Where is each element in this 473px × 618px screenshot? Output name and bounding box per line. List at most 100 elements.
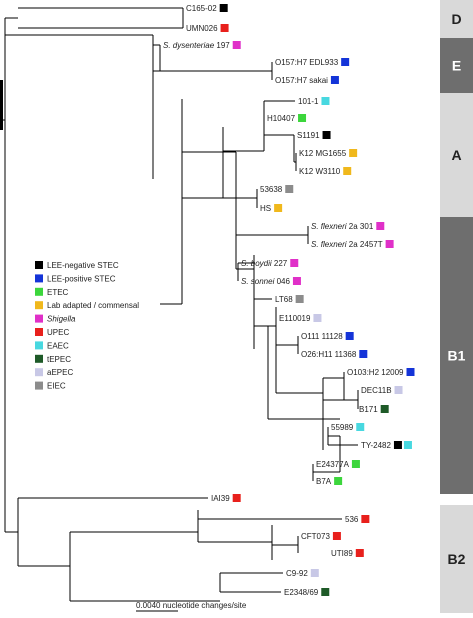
- group-band-a: [440, 93, 473, 217]
- leaf-marker-o111: [345, 332, 354, 340]
- legend-item-label: Shigella: [47, 315, 76, 324]
- legend: LEE-negative STEC LEE-positive STEC ETEC La…: [35, 261, 139, 391]
- leaf-label-ty2482: TY-2482: [361, 441, 392, 450]
- leaf-label-hs: HS: [260, 204, 271, 213]
- legend-swatch: [35, 354, 43, 363]
- leaf-label-l53638: 53638: [260, 185, 283, 194]
- leaf-label-c992: C9-92: [286, 569, 308, 578]
- leaf-label-h10407: H10407: [267, 114, 296, 123]
- legend-item-label: EAEC: [47, 341, 69, 350]
- legend-item-label: Lab adapted / commensal: [47, 301, 139, 310]
- leaf-marker-sson: [292, 277, 301, 285]
- legend-item-label: EIEC: [47, 382, 66, 391]
- leaf-marker-iai39: [232, 494, 241, 502]
- legend-item-label: LEE-negative STEC: [47, 261, 119, 270]
- group-band-e: [440, 38, 473, 93]
- legend-swatch: [35, 274, 43, 283]
- leaf-marker-b7a: [334, 477, 343, 485]
- legend-swatch: [35, 368, 43, 377]
- legend-swatch: [35, 328, 43, 336]
- leaf-marker-hs: [274, 204, 283, 212]
- legend-swatch: [35, 341, 43, 350]
- leaf-label-dec11b: DEC11B: [361, 386, 392, 395]
- group-label-e: E: [452, 58, 461, 74]
- leaf-marker-sfl301: [376, 222, 385, 230]
- leaf-label-l55989: 55989: [331, 423, 354, 432]
- leaf-marker-h10407: [298, 114, 307, 122]
- leaf-label-w3110: K12 W3110: [299, 167, 341, 176]
- leaf-marker-o26: [359, 350, 368, 358]
- legend-swatch: [35, 381, 43, 390]
- legend-item-label: tEPEC: [47, 355, 71, 364]
- leaf-label-sfl301: S. flexneri 2a 301: [311, 222, 374, 231]
- leaf-marker-w3110: [343, 167, 352, 175]
- leaf-marker-e110019: [313, 314, 322, 322]
- leaf-marker-uti89: [355, 549, 364, 557]
- leaf-marker-edl933: [341, 58, 350, 66]
- group-band-b2: [440, 505, 473, 613]
- group-label-d: D: [451, 11, 461, 27]
- leaf-marker-cft073: [332, 532, 341, 540]
- leaf-marker-l53638: [285, 185, 294, 193]
- leaf-label-uti89: UTI89: [331, 549, 353, 558]
- leaf-marker-sboy: [290, 259, 299, 267]
- leaf-label-o26: O26:H11 11368: [301, 350, 357, 359]
- group-bands: D E A B1 B2: [440, 0, 473, 613]
- leaf-marker-ty2482: [393, 441, 402, 449]
- leaf-label-edl933: O157:H7 EDL933: [275, 58, 339, 67]
- leaf-label-c165: C165-02: [186, 4, 217, 13]
- leaf-label-cft073: CFT073: [301, 532, 330, 541]
- legend-item-label: ETEC: [47, 288, 69, 297]
- leaf-marker-c992: [310, 569, 319, 577]
- tree-leaves: C165-02 UMN026 S. dysenteriae 197 O157:H7 E…: [163, 4, 415, 597]
- leaf-label-sboy: S. boydii 227: [241, 259, 288, 268]
- leaf-label-iai39: IAI39: [211, 494, 230, 503]
- legend-item-label: aEPEC: [47, 368, 73, 377]
- legend-swatch: [35, 261, 43, 269]
- leaf-label-b7a: B7A: [316, 477, 332, 486]
- leaf-marker-sdys: [232, 41, 241, 49]
- leaf-label-e24377a: E24377A: [316, 460, 350, 469]
- leaf-label-sfl2457: S. flexneri 2a 2457T: [311, 240, 383, 249]
- leaf-label-e2348: E2348/69: [284, 588, 319, 597]
- legend-swatch: [35, 314, 43, 323]
- leaf-marker-e24377a: [351, 460, 360, 468]
- leaf-marker-sfl2457: [385, 240, 394, 248]
- leaf-label-e110019: E110019: [279, 314, 311, 323]
- legend-swatch: [35, 287, 43, 296]
- legend-item-label: UPEC: [47, 328, 69, 337]
- leaf-marker-l1011: [321, 97, 330, 105]
- leaf-marker-c165: [219, 4, 228, 12]
- leaf-label-b171: B171: [359, 405, 378, 414]
- leaf-label-sson: S. sonnei 046: [241, 277, 290, 286]
- group-label-b2: B2: [448, 551, 466, 567]
- leaf-marker-e2348: [321, 588, 330, 596]
- leaf-label-l1011: 101-1: [298, 97, 319, 106]
- leaf-marker-mg1655: [349, 149, 358, 157]
- legend-item-label: LEE-positive STEC: [47, 274, 116, 283]
- tree-branches: [0, 7, 359, 602]
- legend-swatch: [35, 301, 43, 310]
- leaf-label-lt68: LT68: [275, 295, 293, 304]
- leaf-marker-l536: [361, 515, 370, 523]
- leaf-marker-l55989: [356, 423, 365, 431]
- group-label-a: A: [451, 147, 461, 163]
- group-label-b1: B1: [448, 348, 466, 364]
- group-band-d: [440, 0, 473, 38]
- group-band-b1: [440, 217, 473, 494]
- scale-bar: 0.0040 nucleotide changes/site: [136, 601, 247, 612]
- leaf-label-umn026: UMN026: [186, 24, 218, 33]
- leaf-marker-umn026: [220, 24, 229, 32]
- leaf-label-o111: O111 11128: [301, 332, 343, 341]
- leaf-marker-lt68: [295, 295, 304, 303]
- leaf-label-sdys: S. dysenteriae 197: [163, 41, 230, 50]
- leaf-marker-s1191: [322, 131, 331, 139]
- leaf-label-sakai: O157:H7 sakai: [275, 76, 328, 85]
- leaf-marker-dec11b: [394, 386, 403, 394]
- leaf-label-mg1655: K12 MG1655: [299, 149, 347, 158]
- leaf-marker-sakai: [330, 76, 339, 84]
- leaf-marker-2-ty2482: [403, 441, 412, 449]
- scale-bar-label: 0.0040 nucleotide changes/site: [136, 601, 247, 610]
- leaf-label-s1191: S1191: [297, 131, 320, 140]
